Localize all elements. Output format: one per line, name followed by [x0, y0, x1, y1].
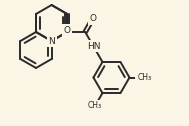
Text: N: N: [64, 27, 70, 37]
Text: O: O: [89, 14, 96, 23]
Text: HN: HN: [87, 42, 100, 51]
Text: CH₃: CH₃: [88, 101, 102, 110]
Text: N: N: [48, 37, 55, 45]
Text: CH₃: CH₃: [137, 73, 151, 82]
Text: N: N: [64, 27, 70, 37]
Text: O: O: [64, 26, 71, 35]
